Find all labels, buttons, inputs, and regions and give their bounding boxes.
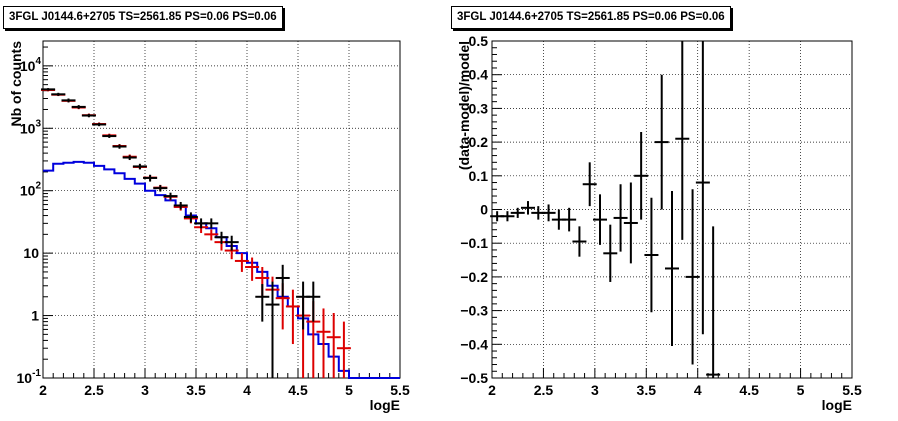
y-tick-label: −0.5 xyxy=(460,370,488,386)
x-axis-label: logE xyxy=(370,397,400,413)
y-tick-label: −0.2 xyxy=(460,269,488,285)
y-tick-label: −0.3 xyxy=(460,303,488,319)
x-tick-label: 5 xyxy=(345,382,353,398)
y-tick-label: 0.3 xyxy=(469,100,489,116)
x-tick-label: 4 xyxy=(694,382,702,398)
x-tick-label: 5.5 xyxy=(390,382,410,398)
x-axis-label: logE xyxy=(822,397,852,413)
y-tick-label: 103 xyxy=(20,118,42,136)
x-tick-label: 2.5 xyxy=(84,382,104,398)
y-tick-label: 10 xyxy=(23,245,39,261)
y-tick-label: 104 xyxy=(20,56,42,74)
left-chart-title: 3FGL J0144.6+2705 TS=2561.85 PS=0.06 PS=… xyxy=(3,6,283,29)
y-tick-label: 0.4 xyxy=(469,67,489,83)
y-tick-label: 0.5 xyxy=(469,33,489,49)
y-tick-label: 0 xyxy=(480,202,488,218)
x-tick-label: 3.5 xyxy=(186,382,206,398)
y-tick-label: 102 xyxy=(20,181,42,199)
x-tick-label: 3.5 xyxy=(637,382,657,398)
x-tick-label: 5 xyxy=(797,382,805,398)
y-tick-label: 10-1 xyxy=(17,368,42,386)
y-tick-label: −0.4 xyxy=(460,336,488,352)
y-tick-label: −0.1 xyxy=(460,235,488,251)
left-plot-panel: 2 2.5 3 3.5 4 4.5 5 5.5 10-1 1 10 102 103 104 logE Nb o… xyxy=(8,40,410,413)
right-chart-title: 3FGL J0144.6+2705 TS=2561.85 PS=0.06 PS=… xyxy=(451,6,731,29)
y-axis-label: (data-model)/model xyxy=(456,41,472,170)
y-tick-label: 0.2 xyxy=(469,134,489,150)
source-model-step-line xyxy=(43,160,400,379)
x-tick-label: 3 xyxy=(591,382,599,398)
x-tick-label: 2 xyxy=(488,382,496,398)
x-tick-label: 4 xyxy=(243,382,251,398)
x-tick-label: 2 xyxy=(39,382,47,398)
x-tick-label: 2.5 xyxy=(534,382,554,398)
x-tick-label: 5.5 xyxy=(842,382,862,398)
right-plot-panel: 2 2.5 3 3.5 4 4.5 5 5.5 −0.5 −0.4 −0.3 −0.2 −0.1 0 0.1… xyxy=(456,33,862,413)
y-tick-label: 0.1 xyxy=(469,168,489,184)
x-tick-label: 4.5 xyxy=(739,382,759,398)
x-tick-label: 3 xyxy=(141,382,149,398)
y-axis-label: Nb of counts xyxy=(8,41,24,127)
plot-frame xyxy=(42,40,401,379)
x-tick-label: 4.5 xyxy=(288,382,308,398)
y-tick-label: 1 xyxy=(31,308,39,324)
